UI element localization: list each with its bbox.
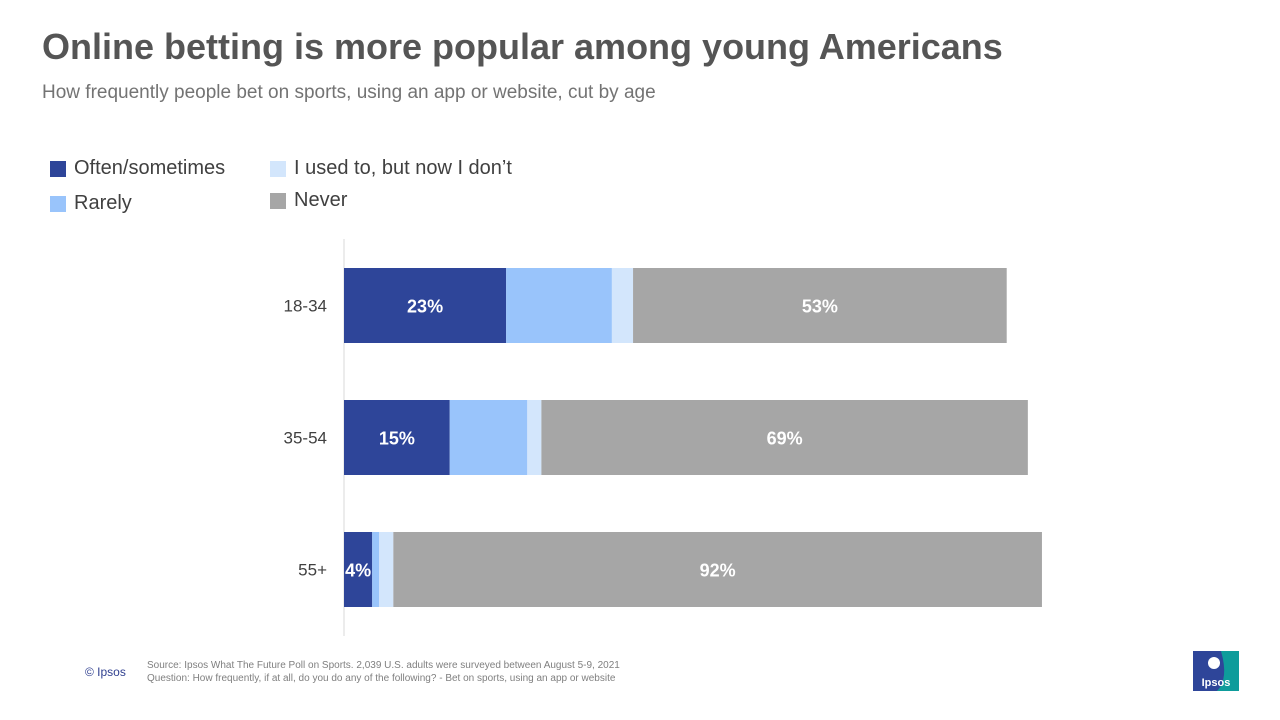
chart-title: Online betting is more popular among you… — [42, 26, 1003, 67]
bar-i-used-to-but-now-i-don-t-18-34 — [611, 268, 634, 343]
category-label-35-54: 35-54 — [284, 429, 327, 448]
bar-often-sometimes-55 — [344, 532, 373, 607]
legend-item-never: Never — [270, 189, 347, 212]
legend-swatch-rarely — [50, 195, 66, 212]
category-label-18-34: 18-34 — [284, 297, 327, 316]
logo-text: Ipsos — [1202, 677, 1231, 689]
bar-i-used-to-but-now-i-don-t-55 — [379, 532, 394, 607]
bar-rarely-35-54 — [449, 400, 528, 475]
legend-label-never: Never — [294, 189, 348, 211]
legend-item-rarely: Rarely — [50, 192, 132, 215]
legend-label-often: Often/sometimes — [74, 157, 226, 179]
copyright: © Ipsos — [85, 665, 126, 679]
legend-swatch-often — [50, 160, 66, 177]
legend-swatch-used-to — [270, 160, 286, 177]
ipsos-logo: Ipsos — [1193, 651, 1239, 691]
question-line: Question: How frequently, if at all, do … — [147, 673, 616, 684]
data-label-often-sometimes-35-54: 15% — [379, 429, 415, 449]
bar-never-18-34 — [633, 268, 1007, 343]
legend-label-rarely: Rarely — [74, 192, 132, 214]
bar-never-35-54 — [541, 400, 1028, 475]
data-label-never-35-54: 69% — [767, 429, 803, 449]
bar-rarely-18-34 — [506, 268, 612, 343]
data-label-often-sometimes-18-34: 23% — [407, 297, 443, 317]
legend-item-used-to: I used to, but now I don’t — [270, 157, 512, 180]
legend-item-often: Often/sometimes — [50, 157, 225, 180]
data-label-never-55: 92% — [700, 561, 736, 581]
source-line: Source: Ipsos What The Future Poll on Sp… — [147, 660, 620, 671]
data-label-never-18-34: 53% — [802, 297, 838, 317]
legend-label-used-to: I used to, but now I don’t — [294, 157, 512, 179]
source-note: Source: Ipsos What The Future Poll on Sp… — [147, 659, 620, 685]
bar-never-55 — [393, 532, 1042, 607]
bar-often-sometimes-18-34 — [344, 268, 507, 343]
chart-subtitle: How frequently people bet on sports, usi… — [42, 82, 656, 103]
bar-often-sometimes-35-54 — [344, 400, 450, 475]
bar-i-used-to-but-now-i-don-t-35-54 — [527, 400, 542, 475]
category-label-55: 55+ — [298, 561, 327, 580]
data-label-often-sometimes-55: 4% — [345, 561, 371, 581]
legend-swatch-never — [270, 192, 286, 209]
bar-rarely-55 — [372, 532, 380, 607]
